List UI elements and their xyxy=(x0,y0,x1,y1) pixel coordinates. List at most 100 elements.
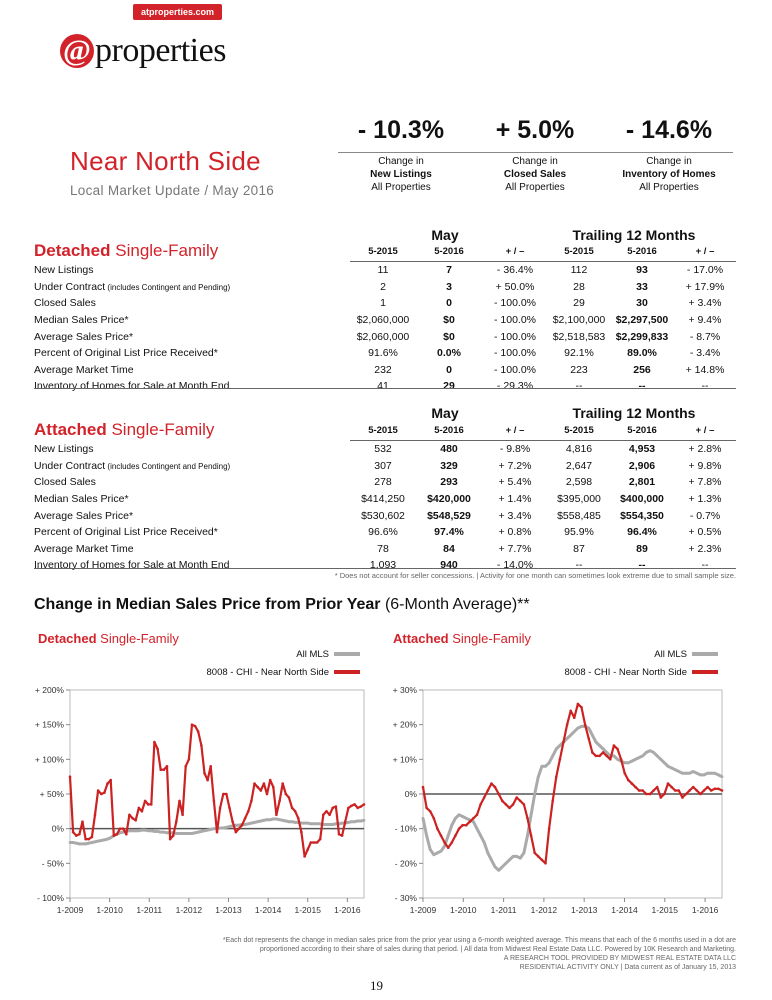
logo-wordmark: properties xyxy=(95,32,226,69)
data-point-all-mls xyxy=(212,827,216,831)
data-point-near-north xyxy=(322,813,325,817)
table-cell: + 7.2% xyxy=(498,459,532,472)
table-cell: $2,060,000 xyxy=(356,314,410,327)
data-point-all-mls xyxy=(193,831,197,835)
data-point-all-mls xyxy=(331,823,335,826)
y-tick-label: + 50% xyxy=(40,789,65,799)
data-point-near-north xyxy=(464,823,468,827)
legend-item: 8008 - CHI - Near North Side xyxy=(150,663,360,681)
data-point-near-north xyxy=(717,787,720,791)
data-point-all-mls xyxy=(464,816,468,820)
table-cell: 2,598 xyxy=(565,476,593,489)
y-tick-label: - 100% xyxy=(37,893,64,903)
y-tick-label: 0% xyxy=(405,789,418,799)
data-point-all-mls xyxy=(461,815,464,818)
data-point-all-mls xyxy=(486,851,490,855)
table-cell: + 14.8% xyxy=(685,363,725,376)
data-point-near-north xyxy=(200,744,203,747)
site-tag[interactable]: atproperties.com xyxy=(133,4,223,20)
attached-price-chart: + 30% + 20% + 10% 0% - 10% - 20% - 30% 1-2009 1-… xyxy=(393,685,724,915)
page-title: Near North Side xyxy=(70,146,261,176)
data-point-near-north xyxy=(131,817,134,820)
data-point-all-mls xyxy=(140,828,144,832)
data-point-all-mls xyxy=(90,841,94,844)
row-label: Percent of Original List Price Received* xyxy=(34,526,218,539)
data-point-all-mls xyxy=(271,817,275,821)
plot-frame xyxy=(69,689,365,899)
data-point-near-north xyxy=(218,806,222,810)
data-point-all-mls xyxy=(306,821,310,825)
data-point-all-mls xyxy=(284,819,288,823)
data-point-all-mls xyxy=(362,818,366,822)
data-point-near-north xyxy=(490,782,493,785)
data-point-near-north xyxy=(290,806,294,810)
data-point-all-mls xyxy=(278,818,281,822)
data-point-all-mls xyxy=(356,819,360,823)
data-point-near-north xyxy=(309,841,313,844)
data-point-all-mls xyxy=(96,839,100,843)
table-row: Closed Sales 278 293 + 5.4% 2,598 2,801 + 7.8% xyxy=(34,474,736,491)
data-point-near-north xyxy=(652,789,655,792)
data-point-all-mls xyxy=(652,751,655,754)
logo-at-symbol: @ xyxy=(60,34,94,68)
col-header: 5-2015 xyxy=(548,241,610,262)
data-point-near-north xyxy=(454,834,457,837)
table-cell: $0 xyxy=(443,330,455,343)
data-point-near-north xyxy=(356,806,360,810)
data-point-all-mls xyxy=(181,832,185,835)
table-cell: $420,000 xyxy=(427,493,471,506)
data-point-near-north xyxy=(706,785,709,789)
data-point-near-north xyxy=(576,702,580,706)
row-label: Median Sales Price* xyxy=(34,314,129,327)
data-point-all-mls xyxy=(713,771,717,775)
page-number: 19 xyxy=(370,978,383,993)
data-point-near-north xyxy=(655,785,659,789)
data-point-near-north xyxy=(594,754,598,758)
table-cell: + 50.0% xyxy=(495,280,535,293)
data-point-near-north xyxy=(181,813,184,817)
col-header: 5-2016 xyxy=(610,420,674,441)
table-cell: $395,000 xyxy=(557,493,601,506)
data-point-near-north xyxy=(150,803,153,806)
data-point-all-mls xyxy=(706,771,709,775)
table-cell: + 3.4% xyxy=(688,297,722,310)
data-point-near-north xyxy=(262,782,266,785)
x-tick-label: 1-2009 xyxy=(410,905,437,915)
series-line-all-mls xyxy=(421,724,723,872)
data-point-all-mls xyxy=(68,841,72,844)
table-cell: 3 xyxy=(446,280,452,293)
col-header: 5-2015 xyxy=(350,420,416,441)
table-cell: -- xyxy=(575,380,583,393)
data-point-near-north xyxy=(256,785,259,789)
col-header: 5-2015 xyxy=(350,241,416,262)
headline-divider xyxy=(338,152,733,153)
data-point-near-north xyxy=(168,837,172,841)
col-header: 5-2015 xyxy=(548,420,610,441)
data-point-near-north xyxy=(331,806,335,810)
row-label: Percent of Original List Price Received* xyxy=(34,347,218,360)
headline-value: + 5.0% xyxy=(495,116,575,144)
data-point-near-north xyxy=(350,804,353,808)
table-cell: 2,647 xyxy=(565,459,593,472)
data-point-all-mls xyxy=(74,841,78,845)
data-point-near-north xyxy=(551,799,554,803)
data-point-near-north xyxy=(325,810,328,813)
data-point-near-north xyxy=(695,789,699,792)
table-cell: 2,801 xyxy=(628,476,656,489)
data-point-near-north xyxy=(533,851,536,855)
col-header: 5-2016 xyxy=(416,241,482,262)
data-point-near-north xyxy=(209,765,212,768)
data-point-near-north xyxy=(87,837,91,841)
data-point-all-mls xyxy=(359,819,363,823)
data-point-all-mls xyxy=(446,834,450,837)
data-point-all-mls xyxy=(162,830,166,834)
data-point-near-north xyxy=(81,820,84,823)
data-point-near-north xyxy=(275,813,278,817)
data-point-all-mls xyxy=(250,821,253,825)
data-point-near-north xyxy=(300,830,303,834)
table-cell: - 100.0% xyxy=(493,330,537,343)
table-cell: 11 xyxy=(377,264,389,277)
data-point-near-north xyxy=(265,792,269,796)
data-point-near-north xyxy=(215,830,219,834)
table-cell: 4,816 xyxy=(565,443,593,456)
